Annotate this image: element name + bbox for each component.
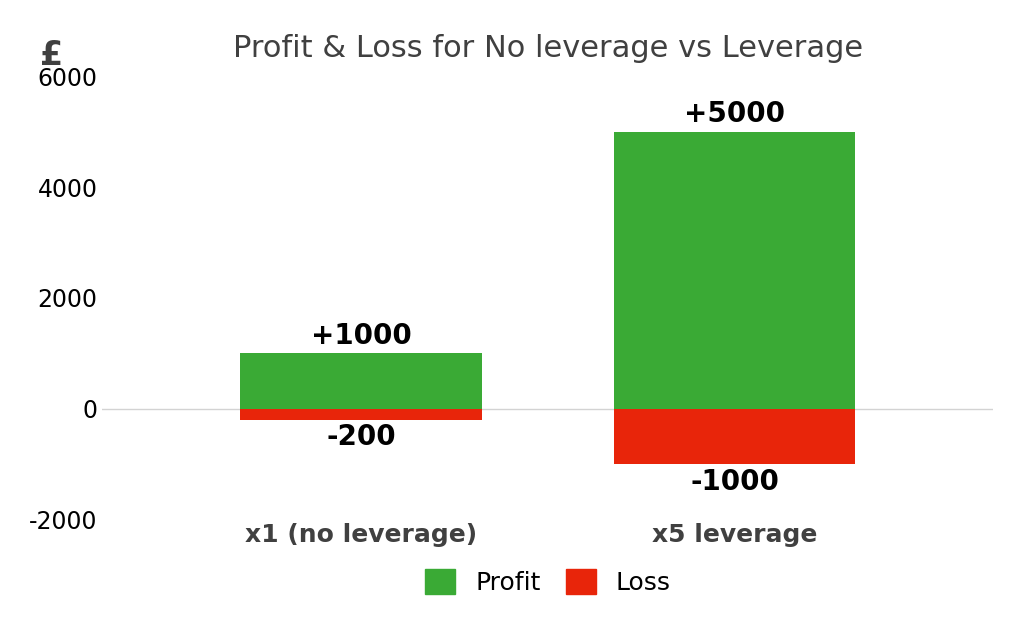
Title: Profit & Loss for No leverage vs Leverage: Profit & Loss for No leverage vs Leverag… — [232, 34, 863, 63]
Bar — [614, 409, 855, 464]
Bar — [241, 354, 481, 409]
Text: +1000: +1000 — [310, 322, 412, 350]
Text: x1 (no leverage): x1 (no leverage) — [245, 522, 477, 547]
Bar — [614, 131, 855, 409]
Legend: Profit, Loss: Profit, Loss — [415, 559, 681, 605]
Text: £: £ — [40, 39, 63, 72]
Text: +5000: +5000 — [684, 100, 785, 128]
Text: -1000: -1000 — [690, 468, 779, 496]
Text: -200: -200 — [327, 424, 396, 451]
Text: x5 leverage: x5 leverage — [652, 522, 817, 547]
Bar — [241, 409, 481, 420]
